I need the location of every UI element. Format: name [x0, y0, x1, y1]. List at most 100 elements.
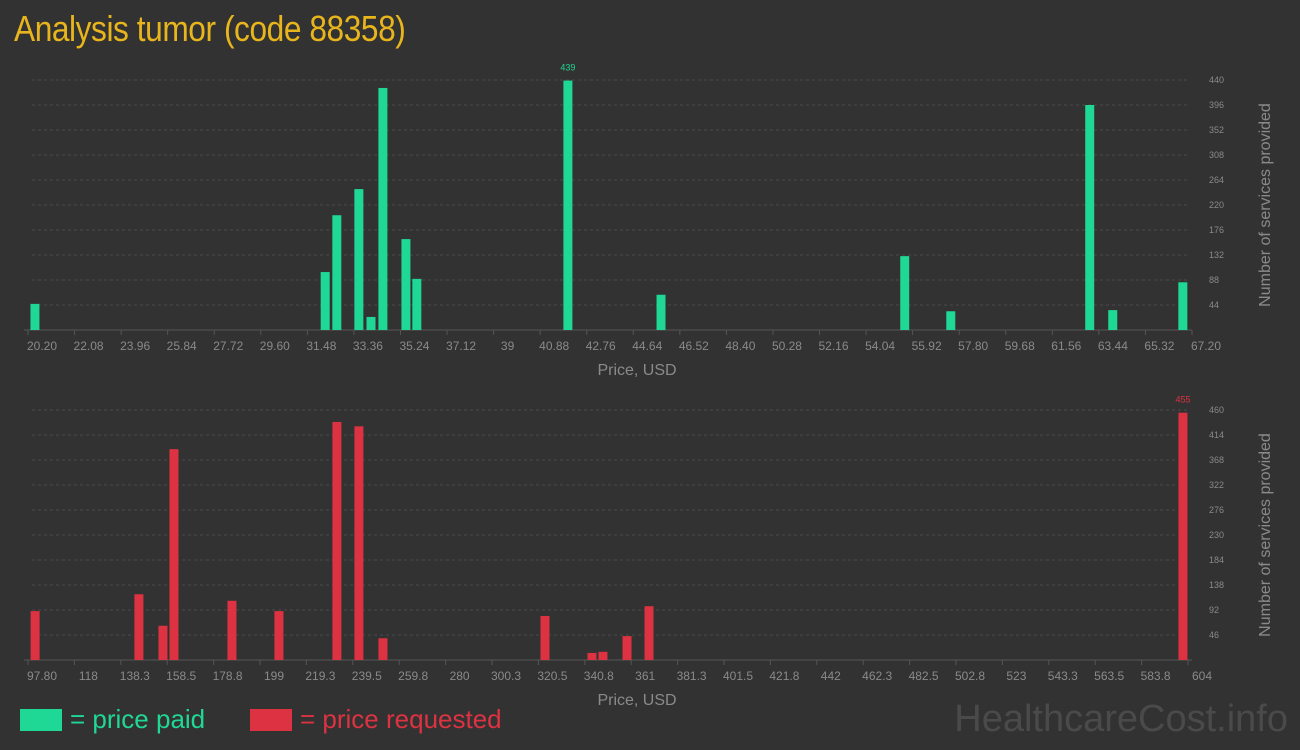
- x-tick-label: 35.24: [399, 339, 429, 353]
- x-axis-label: Price, USD: [597, 362, 676, 379]
- x-tick-label: 523: [1006, 669, 1026, 683]
- x-tick-label: 178.8: [213, 669, 243, 683]
- x-tick-label: 381.3: [677, 669, 707, 683]
- y-tick-label: 184: [1209, 555, 1224, 565]
- bar: [169, 449, 179, 660]
- x-tick-label: 199: [264, 669, 284, 683]
- x-tick-label: 563.5: [1094, 669, 1124, 683]
- x-tick-label: 158.5: [166, 669, 196, 683]
- y-tick-label: 352: [1209, 125, 1224, 135]
- y-tick-label: 322: [1209, 480, 1224, 490]
- x-tick-label: 502.8: [955, 669, 985, 683]
- bar: [30, 611, 40, 660]
- bar: [274, 611, 284, 660]
- bar: [134, 594, 144, 660]
- bar: [946, 311, 956, 330]
- bar: [1085, 105, 1095, 330]
- x-tick-label: 48.40: [725, 339, 755, 353]
- requested-swatch: [250, 708, 292, 731]
- y-axis-label: Number of services provided: [1257, 433, 1274, 637]
- legend-paid: = price paid: [20, 704, 205, 735]
- x-tick-label: 39: [501, 339, 515, 353]
- bar: [320, 272, 330, 330]
- x-tick-label: 320.5: [537, 669, 567, 683]
- bar: [587, 652, 597, 660]
- y-axis-label: Number of services provided: [1257, 103, 1274, 307]
- x-tick-label: 22.08: [74, 339, 104, 353]
- x-tick-label: 300.3: [491, 669, 521, 683]
- y-tick-label: 230: [1209, 530, 1224, 540]
- x-tick-label: 31.48: [306, 339, 336, 353]
- x-tick-label: 59.68: [1005, 339, 1035, 353]
- y-tick-label: 368: [1209, 455, 1224, 465]
- y-tick-label: 308: [1209, 150, 1224, 160]
- bar: [1178, 412, 1188, 660]
- x-tick-label: 37.12: [446, 339, 476, 353]
- bar: [30, 303, 40, 330]
- y-tick-label: 132: [1209, 250, 1224, 260]
- x-tick-label: 361: [635, 669, 655, 683]
- x-tick-label: 29.60: [260, 339, 290, 353]
- bar: [644, 606, 654, 660]
- bar: [158, 625, 168, 660]
- bar: [622, 636, 632, 660]
- bar: [540, 615, 550, 660]
- page-title: Analysis tumor (code 88358): [14, 8, 406, 49]
- bar: [378, 87, 388, 330]
- x-tick-label: 604: [1192, 669, 1212, 683]
- x-tick-label: 52.16: [819, 339, 849, 353]
- x-tick-label: 67.20: [1191, 339, 1221, 353]
- y-tick-label: 220: [1209, 200, 1224, 210]
- x-tick-label: 340.8: [584, 669, 614, 683]
- x-tick-label: 97.80: [27, 669, 57, 683]
- bar: [354, 426, 364, 660]
- y-tick-label: 138: [1209, 580, 1224, 590]
- bar: [354, 189, 364, 330]
- x-tick-label: 57.80: [958, 339, 988, 353]
- x-tick-label: 421.8: [769, 669, 799, 683]
- x-tick-label: 401.5: [723, 669, 753, 683]
- bar: [598, 651, 608, 660]
- x-tick-label: 118: [79, 669, 98, 683]
- bar: [332, 215, 342, 330]
- x-axis-label: Price, USD: [597, 692, 676, 709]
- x-tick-label: 25.84: [167, 339, 197, 353]
- x-tick-label: 138.3: [120, 669, 150, 683]
- y-tick-label: 460: [1209, 405, 1224, 415]
- x-tick-label: 239.5: [352, 669, 382, 683]
- x-tick-label: 482.5: [909, 669, 939, 683]
- y-tick-label: 440: [1209, 75, 1224, 85]
- y-tick-label: 92: [1209, 605, 1219, 615]
- y-tick-label: 264: [1209, 175, 1224, 185]
- x-tick-label: 219.3: [305, 669, 335, 683]
- x-tick-label: 65.32: [1144, 339, 1174, 353]
- x-tick-label: 40.88: [539, 339, 569, 353]
- x-tick-label: 54.04: [865, 339, 895, 353]
- x-tick-label: 543.3: [1048, 669, 1078, 683]
- y-tick-label: 88: [1209, 275, 1219, 285]
- x-tick-label: 50.28: [772, 339, 802, 353]
- legend-requested-label: = price requested: [300, 704, 502, 734]
- x-tick-label: 20.20: [27, 339, 57, 353]
- bar: [332, 421, 342, 660]
- brand-watermark: HealthcareCost.info: [954, 698, 1288, 740]
- y-tick-label: 396: [1209, 100, 1224, 110]
- x-tick-label: 583.8: [1141, 669, 1171, 683]
- bar: [366, 316, 376, 330]
- bar: [656, 294, 666, 330]
- x-tick-label: 33.36: [353, 339, 383, 353]
- x-tick-label: 259.8: [398, 669, 428, 683]
- x-tick-label: 442: [821, 669, 841, 683]
- y-tick-label: 414: [1209, 430, 1224, 440]
- bar: [401, 239, 411, 330]
- y-tick-label: 46: [1209, 630, 1219, 640]
- x-tick-label: 27.72: [213, 339, 243, 353]
- bar: [1178, 282, 1188, 330]
- x-tick-label: 61.56: [1051, 339, 1081, 353]
- x-tick-label: 44.64: [632, 339, 662, 353]
- legend-paid-label: = price paid: [70, 704, 206, 734]
- x-tick-label: 46.52: [679, 339, 709, 353]
- legend-requested: = price requested: [250, 704, 502, 735]
- paid-swatch: [20, 708, 62, 731]
